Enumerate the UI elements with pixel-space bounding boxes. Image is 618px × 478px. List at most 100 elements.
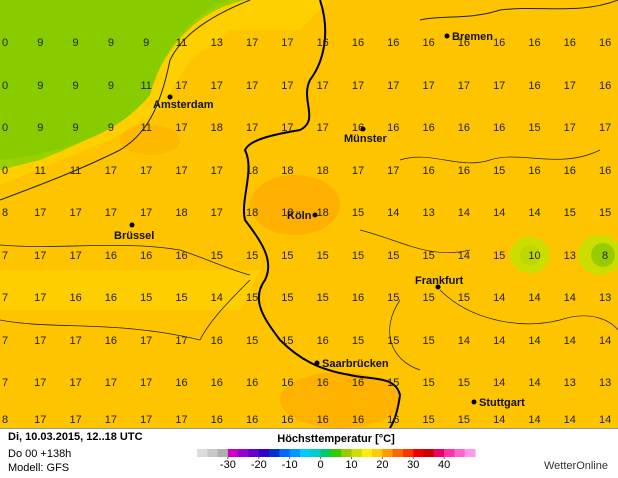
grid-value: 14 xyxy=(599,414,611,426)
grid-value: 17 xyxy=(246,122,258,134)
grid-value: 7 xyxy=(2,250,8,262)
grid-value: 9 xyxy=(73,80,79,92)
city-dot xyxy=(314,360,320,366)
grid-value: 16 xyxy=(458,37,470,49)
grid-value: 15 xyxy=(281,250,293,262)
grid-value: 16 xyxy=(352,122,364,134)
warm-zone xyxy=(280,372,400,428)
grid-value: 15 xyxy=(387,377,399,389)
grid-value: 16 xyxy=(175,377,187,389)
grid-value: 14 xyxy=(387,207,399,219)
grid-value: 14 xyxy=(493,292,505,304)
grid-value: 17 xyxy=(175,335,187,347)
grid-value: 16 xyxy=(281,377,293,389)
grid-value: 7 xyxy=(2,335,8,347)
legend-swatch xyxy=(444,449,455,457)
grid-value: 14 xyxy=(528,292,540,304)
grid-value: 17 xyxy=(69,377,81,389)
grid-value: 17 xyxy=(140,414,152,426)
grid-value: 13 xyxy=(422,207,434,219)
grid-value: 17 xyxy=(140,207,152,219)
date: Di, 10.03.2015, 12..18 UTC xyxy=(8,431,143,443)
grid-value: 16 xyxy=(352,414,364,426)
grid-value: 15 xyxy=(352,207,364,219)
zone xyxy=(0,270,260,310)
grid-value: 16 xyxy=(352,377,364,389)
legend-tick-label: 30 xyxy=(407,459,419,471)
grid-value: 16 xyxy=(317,414,329,426)
grid-value: 15 xyxy=(599,207,611,219)
grid-value: 17 xyxy=(564,80,576,92)
grid-value: 17 xyxy=(175,80,187,92)
grid-value: 14 xyxy=(599,335,611,347)
grid-value: 17 xyxy=(246,80,258,92)
grid-value: 9 xyxy=(37,80,43,92)
legend-swatch xyxy=(310,449,322,457)
grid-value: 16 xyxy=(422,165,434,177)
grid-value: 16 xyxy=(211,335,223,347)
legend-swatch xyxy=(382,449,394,457)
grid-value: 9 xyxy=(108,37,114,49)
legend-swatch xyxy=(279,449,291,457)
grid-value: 17 xyxy=(564,122,576,134)
grid-value: 14 xyxy=(458,250,470,262)
grid-value: 16 xyxy=(352,292,364,304)
grid-value: 15 xyxy=(281,335,293,347)
grid-value: 17 xyxy=(105,207,117,219)
grid-value: 18 xyxy=(281,207,293,219)
legend-tick-label: -10 xyxy=(282,459,298,471)
grid-value: 18 xyxy=(246,165,258,177)
grid-value: 10 xyxy=(528,250,540,262)
city-label: Münster xyxy=(344,133,388,145)
city-dot xyxy=(167,94,173,100)
grid-value: 15 xyxy=(211,250,223,262)
grid-value: 15 xyxy=(422,335,434,347)
grid-value: 0 xyxy=(2,165,8,177)
grid-value: 18 xyxy=(211,122,223,134)
grid-value: 17 xyxy=(140,377,152,389)
grid-value: 15 xyxy=(387,292,399,304)
grid-value: 17 xyxy=(422,80,434,92)
grid-value: 17 xyxy=(317,80,329,92)
grid-value: 18 xyxy=(175,207,187,219)
grid-value: 17 xyxy=(458,80,470,92)
city-label: Amsterdam xyxy=(153,99,214,111)
legend-swatch xyxy=(248,449,260,457)
legend-tick-label: 40 xyxy=(438,459,450,471)
grid-value: 15 xyxy=(387,335,399,347)
legend-swatch xyxy=(217,449,229,457)
grid-value: 15 xyxy=(458,414,470,426)
legend-swatch xyxy=(207,449,219,457)
grid-value: 13 xyxy=(564,377,576,389)
grid-value: 15 xyxy=(246,335,258,347)
region-border xyxy=(359,149,618,371)
grid-value: 16 xyxy=(564,37,576,49)
legend-swatch xyxy=(299,449,311,457)
grid-value: 13 xyxy=(211,37,223,49)
grid-value: 16 xyxy=(599,165,611,177)
grid-value: 17 xyxy=(34,335,46,347)
legend-swatch xyxy=(433,449,445,457)
city-dot xyxy=(129,222,135,228)
border xyxy=(243,0,402,429)
city-label: Stuttgart xyxy=(479,397,525,409)
grid-value: 15 xyxy=(493,250,505,262)
grid-value: 18 xyxy=(281,165,293,177)
grid-value: 15 xyxy=(422,377,434,389)
grid-value: 15 xyxy=(458,377,470,389)
grid-value: 11 xyxy=(176,37,187,49)
grid-value: 17 xyxy=(34,377,46,389)
grid-value: 17 xyxy=(175,122,187,134)
grid-value: 16 xyxy=(387,414,399,426)
grid-value: 16 xyxy=(528,165,540,177)
city-dot xyxy=(444,33,450,39)
legend-swatch xyxy=(330,449,342,457)
grid-value: 15 xyxy=(493,165,505,177)
grid-value: 9 xyxy=(108,122,114,134)
cool-zone xyxy=(520,245,540,265)
legend-swatch xyxy=(402,449,414,457)
grid-value: 14 xyxy=(493,335,505,347)
coastline xyxy=(0,0,251,201)
grid-value: 11 xyxy=(35,165,46,177)
grid-value: 17 xyxy=(281,37,293,49)
